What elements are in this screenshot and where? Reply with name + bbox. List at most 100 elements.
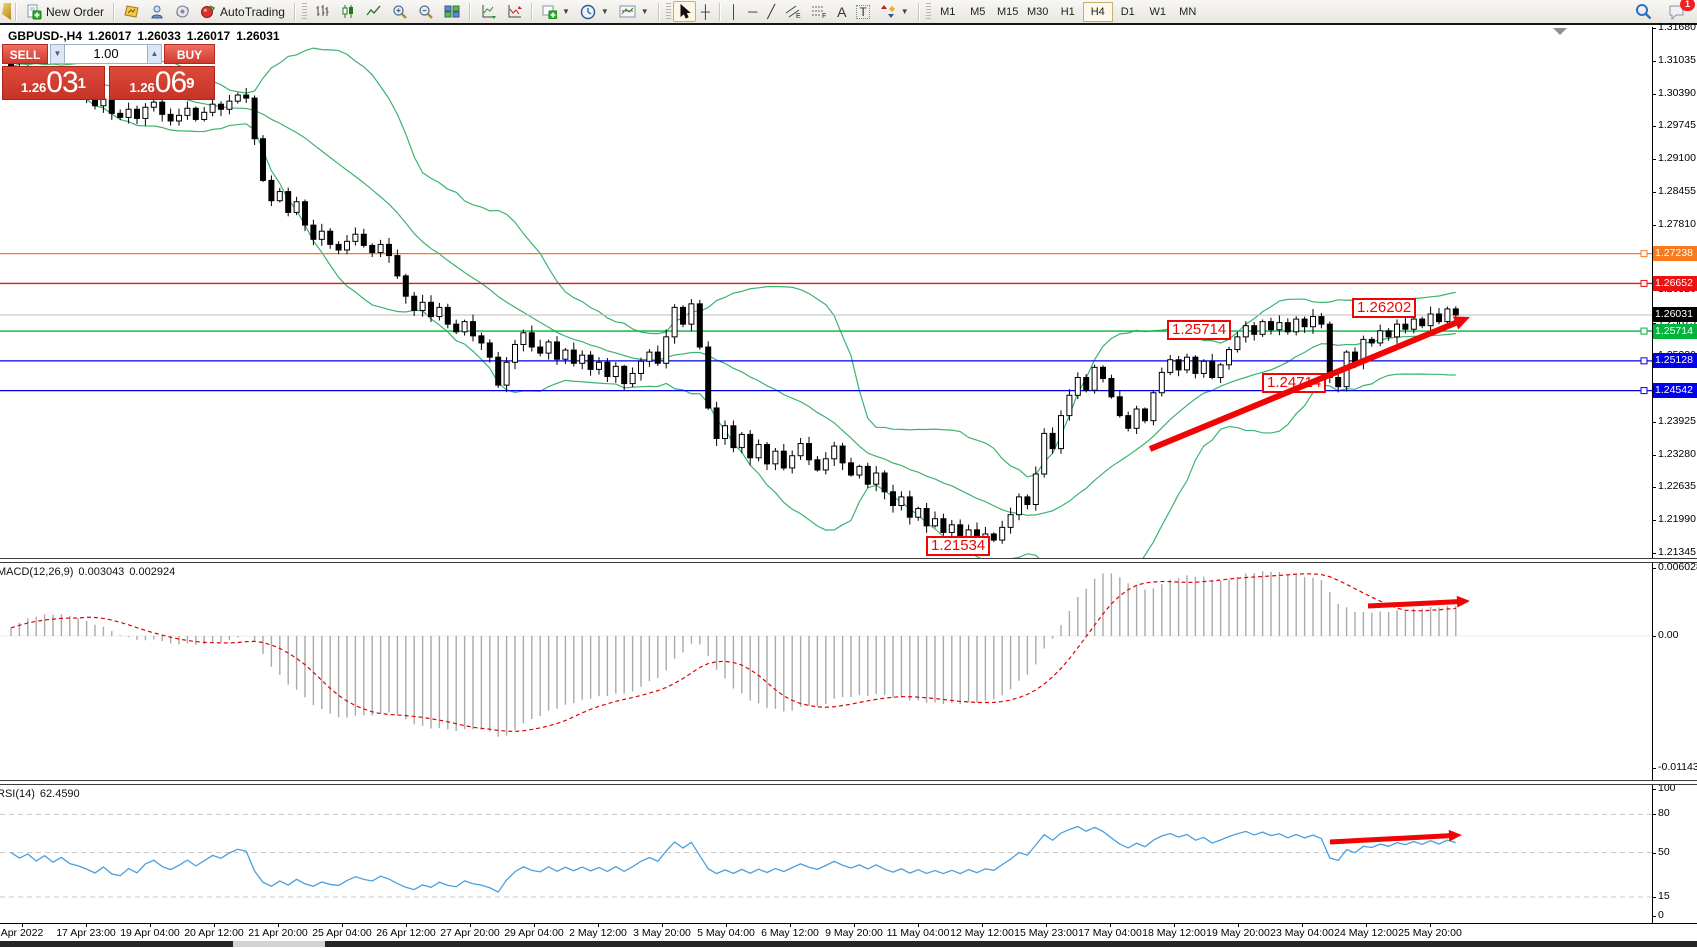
date-tick-mark	[278, 924, 279, 927]
buy-button[interactable]: BUY	[164, 44, 215, 64]
add-indicator-icon	[542, 5, 557, 19]
text-button[interactable]: A	[832, 1, 851, 22]
sell-price[interactable]: 1.26 03 1	[2, 66, 105, 100]
symbol-period: GBPUSD-,H4	[8, 29, 83, 43]
vertical-line-button[interactable]: │	[725, 1, 743, 22]
price-tick: 1.28455	[1652, 184, 1696, 197]
sell-price-sup: 1	[77, 75, 87, 92]
date-label: 12 May 12:00	[950, 927, 1014, 939]
templates-button[interactable]: ▼	[614, 1, 654, 22]
price-tick: 1.29100	[1652, 152, 1696, 165]
timeframe-H1[interactable]: H1	[1053, 2, 1083, 22]
trendline-button[interactable]: ╱	[762, 1, 780, 22]
timeframe-M30[interactable]: M30	[1023, 2, 1053, 22]
horizontal-line-button[interactable]: ─	[743, 1, 762, 22]
crosshair-button[interactable]: ┼	[696, 1, 715, 22]
panel-separator[interactable]	[0, 780, 1697, 785]
toolbar-drag-handle[interactable]	[301, 2, 307, 21]
price-line-label: 1.25128	[1653, 353, 1697, 369]
toolbar-separator	[468, 2, 471, 21]
price-annotation[interactable]: 1.26202	[1352, 298, 1417, 318]
periods-button[interactable]: ▼	[575, 1, 614, 22]
zoom-out-button[interactable]	[413, 1, 439, 22]
date-label: 20 Apr 12:00	[184, 927, 244, 939]
timeframe-D1[interactable]: D1	[1113, 2, 1143, 22]
zoom-in-button[interactable]	[387, 1, 413, 22]
autotrading-button[interactable]: AutoTrading	[195, 1, 290, 22]
buy-price[interactable]: 1.26 06 9	[109, 66, 215, 100]
volume-down-button[interactable]: ▼	[50, 44, 65, 64]
trendline-icon: ╱	[767, 4, 776, 19]
main-chart[interactable]	[0, 27, 1652, 563]
scrollbar-thumb[interactable]	[233, 941, 325, 947]
search-button[interactable]	[1630, 1, 1657, 22]
panel-separator[interactable]	[0, 558, 1697, 563]
timeframe-W1[interactable]: W1	[1143, 2, 1173, 22]
horizontal-scrollbar[interactable]	[0, 941, 1697, 947]
toolbar-separator	[718, 2, 721, 21]
sell-button[interactable]: SELL	[2, 44, 48, 64]
bar-chart-icon	[316, 5, 329, 16]
tile-windows-icon	[444, 5, 460, 18]
date-label: 19 May 20:00	[1206, 927, 1270, 939]
timeframe-M15[interactable]: M15	[993, 2, 1023, 22]
timeframe-MN[interactable]: MN	[1173, 2, 1203, 22]
rsi-panel[interactable]	[0, 785, 1652, 923]
date-label: 24 May 12:00	[1334, 927, 1398, 939]
timeframe-M5[interactable]: M5	[963, 2, 993, 22]
label-button[interactable]: T	[851, 1, 874, 22]
date-label: 17 Apr 23:00	[56, 927, 116, 939]
clipped-toolbar-icon[interactable]	[2, 3, 11, 20]
alerts-button[interactable]	[170, 1, 195, 22]
cursor-button[interactable]	[672, 1, 696, 22]
new-chart-button[interactable]	[119, 1, 145, 22]
volume-up-button[interactable]: ▲	[147, 44, 162, 64]
macd-axis-zero: 0.00	[1651, 629, 1679, 641]
profiles-button[interactable]	[145, 1, 170, 22]
macd-panel[interactable]	[0, 563, 1652, 785]
toolbar-right: 1	[1630, 0, 1697, 22]
date-label: Apr 2022	[0, 927, 44, 939]
rsi-axis-tick: 15	[1652, 889, 1670, 902]
fibonacci-button[interactable]: F	[806, 1, 832, 22]
date-tick-mark	[790, 924, 791, 927]
line-chart-icon	[366, 5, 381, 16]
line-chart-button[interactable]	[361, 1, 387, 22]
price-axis[interactable]: 1.31680 1.31035 1.30390 1.29745 1.29100 1.284…	[1651, 21, 1697, 941]
notifications-button[interactable]: 1	[1663, 0, 1695, 22]
chart-area[interactable]: GBPUSD-,H4 1.26017 1.26033 1.26017 1.26031 S…	[0, 21, 1697, 948]
ohlc-low: 1.26017	[186, 29, 231, 43]
dropdown-caret: ▼	[640, 7, 649, 16]
price-annotation[interactable]: 1.24714	[1262, 373, 1327, 393]
profiles-icon	[151, 5, 163, 19]
tile-windows-button[interactable]	[439, 1, 465, 22]
candlestick-button[interactable]	[335, 1, 361, 22]
indicator-window2-button[interactable]	[501, 1, 527, 22]
new-order-button[interactable]: New Order	[21, 1, 109, 22]
indicator-window-button[interactable]	[475, 1, 501, 22]
volume-input[interactable]: 1.00	[65, 44, 147, 64]
timeframe-H4[interactable]: H4	[1082, 1, 1113, 22]
timeframe-M1[interactable]: M1	[933, 2, 963, 22]
macd-signal-value: 0.002924	[129, 566, 176, 578]
add-indicator-button[interactable]: ▼	[537, 1, 575, 22]
new-order-label: New Order	[46, 4, 105, 19]
channel-button[interactable]: E	[780, 1, 806, 22]
price-annotation[interactable]: 1.21534	[926, 536, 991, 556]
date-tick-mark	[1366, 924, 1367, 927]
date-tick-mark	[534, 924, 535, 927]
toolbar-drag-handle[interactable]	[665, 2, 671, 21]
shapes-button[interactable]: ▼	[875, 1, 914, 22]
price-annotation[interactable]: 1.25714	[1167, 320, 1232, 340]
ohlc-close: 1.26031	[236, 29, 280, 43]
sell-price-small: 1.26	[20, 80, 47, 95]
date-label: 3 May 20:00	[633, 927, 691, 939]
price-tick: 1.22635	[1652, 480, 1696, 493]
bar-chart-button[interactable]	[309, 1, 335, 22]
date-tick-mark	[406, 924, 407, 927]
toolbar-drag-handle[interactable]	[925, 2, 931, 21]
search-icon	[1636, 4, 1652, 20]
date-label: 5 May 04:00	[697, 927, 755, 939]
time-axis[interactable]: Apr 2022 17 Apr 23:00 19 Apr 04:00 20 Apr 1…	[0, 923, 1697, 942]
